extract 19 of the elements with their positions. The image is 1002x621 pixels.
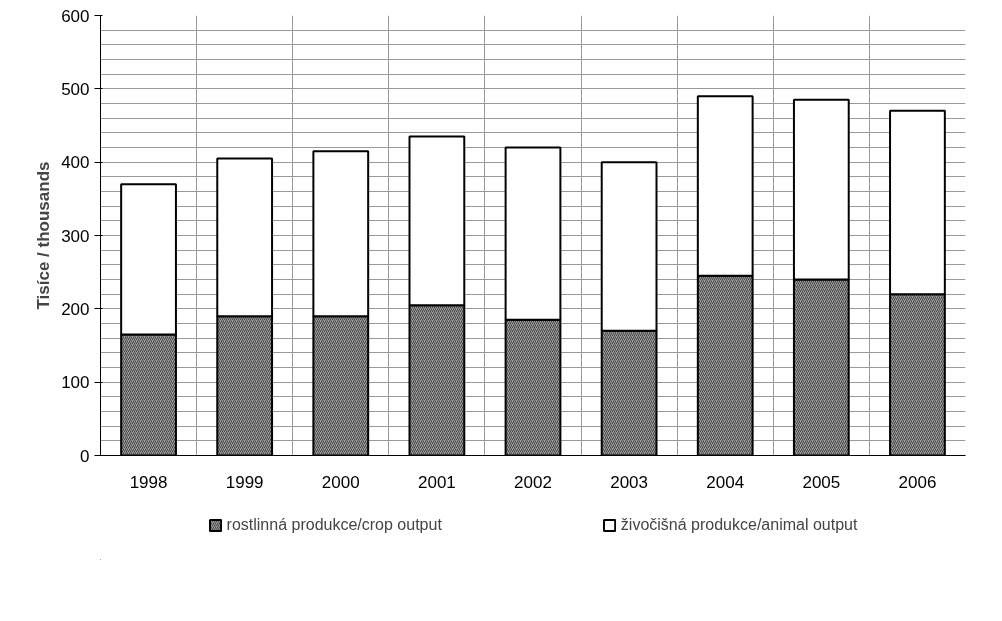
x-tick-label: 2004: [706, 472, 745, 492]
y-tick-label: 300: [61, 226, 90, 246]
legend-label: živočišná produkce/animal output: [620, 516, 858, 534]
y-tick-label: 0: [80, 446, 90, 466]
y-tick-label: 600: [61, 6, 90, 26]
x-tick-label: 2002: [514, 472, 552, 492]
x-tick-label: 1998: [129, 472, 168, 492]
x-tick-label: 2006: [898, 472, 937, 492]
legend-label: rostlinná produkce/crop output: [226, 516, 442, 534]
y-tick-label: 200: [61, 299, 90, 319]
x-tick-label: 2001: [417, 472, 456, 492]
x-tick-label: 1999: [225, 472, 264, 492]
y-tick-label: 100: [61, 373, 90, 393]
x-tick-label: 2000: [321, 472, 360, 492]
y-axis-title: Tisíce / thousands: [34, 161, 54, 310]
y-tick-label: 500: [61, 79, 90, 99]
x-tick-label: 2005: [802, 472, 841, 492]
y-tick-label: 400: [61, 153, 90, 173]
x-tick-label: 2003: [610, 472, 649, 492]
